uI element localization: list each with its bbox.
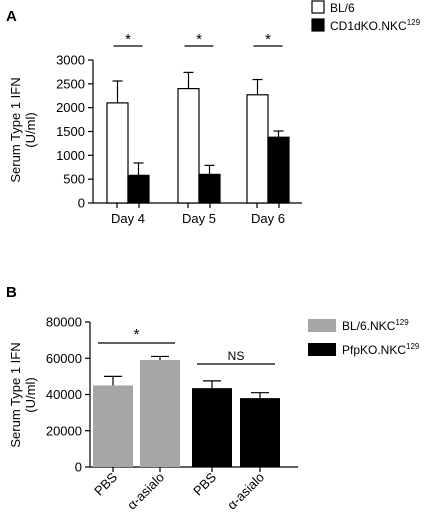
legend-label-superscript: 129 xyxy=(407,18,421,27)
legend-label-text: BL/6.NKC xyxy=(342,319,396,333)
y-tick-label: 2500 xyxy=(56,76,85,91)
bar xyxy=(127,174,150,204)
y-tick-label: 3000 xyxy=(56,53,85,68)
y-tick-label: 0 xyxy=(78,196,85,211)
legend-label: PfpKO.NKC129 xyxy=(342,342,420,357)
y-tick-label: 60000 xyxy=(46,351,82,366)
y-tick-label: 0 xyxy=(75,460,82,475)
x-tick-label: PBS xyxy=(91,469,120,498)
y-axis-label-line: (U/ml) xyxy=(23,377,38,412)
legend-swatch xyxy=(308,343,336,356)
bar xyxy=(198,173,221,204)
y-tick-label: 1500 xyxy=(56,124,85,139)
legend-swatch xyxy=(311,18,325,32)
legend-label-text: PfpKO.NKC xyxy=(342,343,406,357)
y-tick-label: 20000 xyxy=(46,423,82,438)
legend-label: BL/6 xyxy=(330,1,355,15)
bar xyxy=(93,385,133,467)
significance-label: NS xyxy=(228,349,245,363)
legend-label-text: BL/6 xyxy=(330,1,355,15)
legend-label-superscript: 129 xyxy=(406,342,420,351)
y-tick-label: 80000 xyxy=(46,315,82,330)
bar xyxy=(177,87,200,204)
significance-label: * xyxy=(265,31,271,48)
legend-swatch xyxy=(311,0,325,14)
bar xyxy=(240,398,280,467)
legend-label: CD1dKO.NKC129 xyxy=(330,18,421,33)
bar xyxy=(140,360,180,467)
legend-label-superscript: 129 xyxy=(395,318,409,327)
legend-label: BL/6.NKC129 xyxy=(342,318,409,333)
y-tick-label: 2000 xyxy=(56,100,85,115)
y-axis-label: Serum Type 1 IFN(U/ml) xyxy=(8,77,38,182)
x-tick-label: PBS xyxy=(190,469,219,498)
y-tick-label: 40000 xyxy=(46,387,82,402)
y-axis-label-line: Serum Type 1 IFN xyxy=(8,342,23,447)
y-axis-label-line: Serum Type 1 IFN xyxy=(8,77,23,182)
bar xyxy=(106,102,129,204)
bar xyxy=(267,136,290,204)
significance-label: * xyxy=(134,326,140,343)
y-tick-label: 500 xyxy=(63,172,85,187)
significance-label: * xyxy=(196,31,202,48)
x-tick-label: Day 5 xyxy=(182,211,216,226)
x-tick-label: Day 4 xyxy=(111,211,145,226)
x-tick-label: α-asialo xyxy=(224,470,267,513)
legend-swatch xyxy=(308,319,336,332)
significance-label: * xyxy=(125,31,131,48)
x-tick-label: α-asialo xyxy=(124,470,167,513)
x-tick-label: Day 6 xyxy=(251,211,285,226)
panel-b-chart: 0 20000 40000 60000 80000 Serum Type 1 IFN(U/… xyxy=(8,315,420,513)
y-axis-label: Serum Type 1 IFN(U/ml) xyxy=(8,342,38,447)
y-axis-label-line: (U/ml) xyxy=(23,112,38,147)
panel-a-chart: 0 500 1000 1500 2000 2500 3000 Serum Type 1 IFN… xyxy=(8,0,421,226)
panel-a-label: A xyxy=(6,8,17,25)
legend-label-text: CD1dKO.NKC xyxy=(330,19,407,33)
bar xyxy=(246,94,269,204)
y-tick-label: 1000 xyxy=(56,148,85,163)
bar xyxy=(192,388,232,467)
panel-b-label: B xyxy=(6,284,17,301)
